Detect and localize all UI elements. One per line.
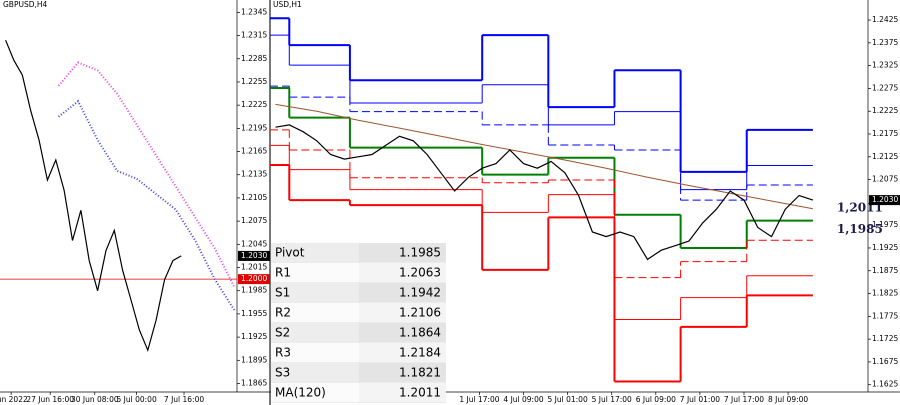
x-tick-label: 5 Jul 17:00 (592, 395, 632, 404)
table-value: 1.2011 (399, 386, 441, 400)
y-tick-label: 1.1925 (241, 332, 267, 341)
price-line (5, 39, 182, 353)
y-tick-label: 1.2175 (872, 129, 898, 138)
table-name: Pivot (275, 246, 305, 260)
table-name-cell (271, 323, 359, 342)
x-tick-label: 27 Jun 16:00 (26, 395, 74, 404)
y-tick-label: 1.1625 (872, 380, 898, 389)
y-tick-label: 1.1955 (241, 309, 267, 318)
table-name-cell (271, 263, 359, 282)
y-tick-label: 1.2165 (241, 147, 267, 156)
table-value: 1.2106 (399, 306, 441, 320)
x-tick-label: 5 Jul 00:00 (117, 395, 157, 404)
table-name-cell (271, 383, 359, 402)
table-value: 1.1985 (399, 246, 441, 260)
x-tick-label: 5 Jul 01:00 (548, 395, 588, 404)
table-name-cell (271, 363, 359, 382)
y-tick-label: 1.2255 (241, 77, 267, 86)
table-value: 1.1864 (399, 326, 441, 340)
y-tick-label: 1.1825 (872, 289, 898, 298)
y-tick-label: 1.1985 (241, 286, 267, 295)
last-price-label: 1.2030 (241, 251, 267, 260)
table-name-cell (271, 303, 359, 322)
y-tick-label: 1.2075 (241, 216, 267, 225)
y-tick-label: 1.1725 (872, 334, 898, 343)
x-tick-label: 7 Jul 16:00 (164, 395, 204, 404)
y-tick-label: 1.2285 (241, 54, 267, 63)
x-tick-label: 8 Jul 09:00 (768, 395, 808, 404)
y-tick-label: 1.2275 (872, 83, 898, 92)
x-tick-label: 7 Jul 17:00 (724, 395, 764, 404)
hline-label: 1.2000 (241, 274, 267, 283)
y-tick-label: 1.2075 (872, 175, 898, 184)
table-name: S2 (275, 326, 290, 340)
table-name: R1 (275, 266, 291, 280)
y-tick-label: 1.2015 (241, 263, 267, 272)
chart-title: USD,H1 (273, 0, 302, 9)
y-tick-label: 1.2345 (241, 7, 267, 16)
table-value: 1.2184 (399, 346, 441, 360)
price-line (57, 61, 236, 288)
x-tick-label: 6 Jul 09:00 (636, 395, 676, 404)
y-tick-label: 1.2325 (872, 61, 898, 70)
y-tick-label: 1.2195 (241, 123, 267, 132)
x-tick-label: 30 Jun 08:00 (71, 395, 119, 404)
table-name-cell (271, 283, 359, 302)
y-tick-label: 1.2375 (872, 38, 898, 47)
y-tick-label: 1.2125 (872, 152, 898, 161)
last-price-label: 1.2030 (872, 195, 898, 204)
table-value: 1.1942 (399, 286, 441, 300)
last-price-box (869, 195, 900, 206)
table-value: 1.1821 (399, 366, 441, 380)
hline-label-box (238, 274, 270, 285)
x-tick-label: 4 Jul 09:00 (503, 395, 543, 404)
level-annotation: 1,1985 (837, 222, 883, 236)
y-tick-label: 1.2135 (241, 170, 267, 179)
table-name: S1 (275, 286, 290, 300)
y-tick-label: 1.1925 (872, 243, 898, 252)
table-name: MA(120) (275, 386, 326, 400)
y-tick-label: 1.2225 (872, 106, 898, 115)
y-tick-label: 1.2045 (241, 239, 267, 248)
table-name: S3 (275, 366, 290, 380)
y-tick-label: 1.1775 (872, 311, 898, 320)
y-tick-label: 1.1895 (241, 355, 267, 364)
chart-title: GBPUSD,H4 (3, 0, 48, 9)
y-tick-label: 1.2425 (872, 15, 898, 24)
last-price-box (238, 250, 270, 261)
y-tick-label: 1.1875 (872, 266, 898, 275)
price-line (275, 124, 814, 261)
y-tick-label: 1.1975 (872, 220, 898, 229)
y-tick-label: 1.2315 (241, 31, 267, 40)
table-name-cell (271, 343, 359, 362)
price-line (57, 99, 236, 311)
x-tick-label: Jun 2022 (0, 395, 28, 404)
table-name: R3 (275, 346, 291, 360)
x-tick-label: 1 Jul 17:00 (459, 395, 499, 404)
x-tick-label: 7 Jul 01:00 (680, 395, 720, 404)
table-name: R2 (275, 306, 291, 320)
y-tick-label: 1.1675 (872, 357, 898, 366)
table-name-cell (271, 243, 359, 262)
y-tick-label: 1.2225 (241, 100, 267, 109)
price-line (275, 103, 813, 210)
table-value: 1.2063 (399, 266, 441, 280)
y-tick-label: 1.2105 (241, 193, 267, 202)
y-tick-label: 1.1865 (241, 378, 267, 387)
